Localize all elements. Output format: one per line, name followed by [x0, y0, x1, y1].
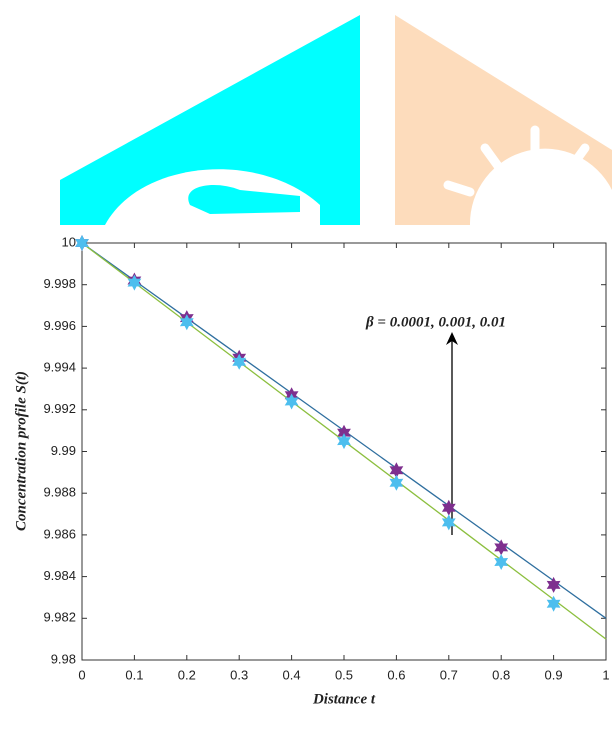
- marker: [546, 595, 561, 612]
- watermark-cyan: [60, 15, 360, 225]
- x-tick-label: 0.4: [283, 667, 301, 682]
- y-tick-label: 9.998: [43, 276, 76, 291]
- watermark: [60, 15, 612, 225]
- y-tick-label: 9.98: [51, 651, 76, 666]
- y-tick-label: 9.992: [43, 401, 76, 416]
- arrow-head: [446, 332, 458, 345]
- x-tick-label: 0.5: [335, 667, 353, 682]
- y-tick-label: 9.982: [43, 610, 76, 625]
- y-axis-label: Concentration profile S(t): [13, 371, 29, 531]
- watermark-detail: [188, 185, 300, 214]
- x-tick-label: 0.1: [125, 667, 143, 682]
- watermark-sun: [469, 148, 612, 225]
- ray: [480, 143, 503, 171]
- y-tick-label: 9.996: [43, 318, 76, 333]
- y-tick-label: 10: [62, 234, 76, 249]
- y-tick-label: 9.99: [51, 443, 76, 458]
- plot-frame: [81, 242, 607, 661]
- marker: [232, 353, 247, 370]
- x-tick-label: 0.2: [178, 667, 196, 682]
- ray: [443, 180, 475, 197]
- marker: [284, 393, 299, 410]
- marker: [441, 514, 456, 531]
- y-tick-label: 9.988: [43, 485, 76, 500]
- x-axis-label: Distance t: [312, 691, 376, 707]
- marker: [337, 424, 351, 441]
- marker: [389, 462, 404, 479]
- annotation: β = 0.0001, 0.001, 0.01: [365, 314, 506, 330]
- x-tick-label: 0.6: [387, 667, 405, 682]
- y-tick-label: 9.984: [43, 568, 76, 583]
- x-tick-label: 1: [602, 667, 609, 682]
- x-tick-label: 0.9: [545, 667, 563, 682]
- marker: [179, 314, 194, 331]
- watermark-rays: [443, 125, 590, 197]
- marker: [441, 499, 456, 516]
- marker: [337, 433, 351, 450]
- marker: [389, 474, 404, 491]
- x-tick-label: 0: [78, 667, 85, 682]
- x-tick-label: 0.8: [492, 667, 510, 682]
- x-tick-label: 0.3: [230, 667, 248, 682]
- y-tick-label: 9.994: [43, 360, 76, 375]
- marker: [494, 554, 509, 570]
- x-tick-label: 0.7: [440, 667, 458, 682]
- y-tick-label: 9.986: [43, 526, 76, 541]
- marker: [494, 539, 509, 556]
- marker: [75, 235, 89, 251]
- ray: [567, 143, 590, 171]
- marker: [546, 576, 561, 593]
- annotation-arrow: [446, 332, 458, 535]
- marker: [127, 274, 142, 291]
